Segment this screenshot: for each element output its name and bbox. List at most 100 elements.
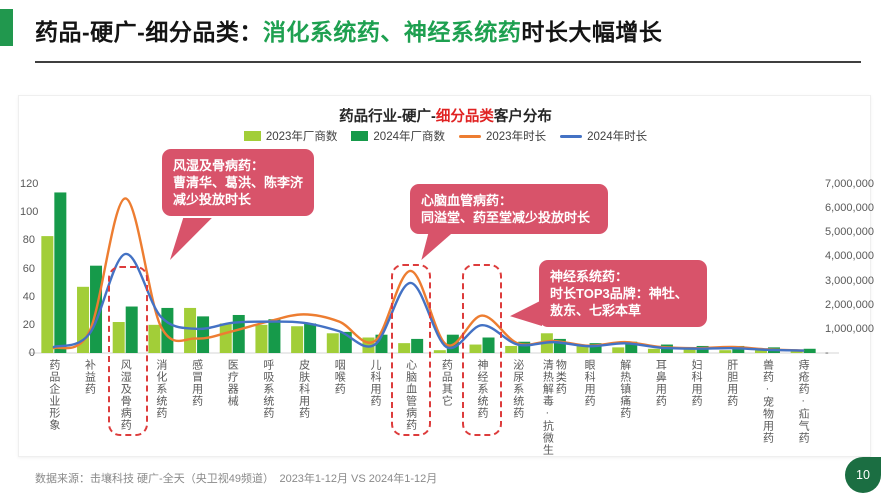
x-label-妇科用药: 妇科用药 <box>690 359 703 407</box>
bar-2023年厂商数-眼科用药 <box>576 345 589 353</box>
page-title: 药品-硬广-细分品类：消化系统药、神经系统药时长大幅增长 <box>35 13 662 47</box>
chart-title-highlight: 细分品类 <box>435 109 494 125</box>
left-tick-60: 60 <box>22 262 35 275</box>
x-label-心脑血管病药: 心脑血管病药 <box>404 359 417 431</box>
page-title-suffix: 时长大幅增长 <box>521 19 663 45</box>
x-label-痔疮药·疝气药: 痔疮药·疝气药 <box>797 359 810 444</box>
line-swatch-icon <box>560 134 583 138</box>
x-label-消化系统药: 消化系统药 <box>154 359 167 419</box>
x-label-感冒用药: 感冒用药 <box>190 359 203 407</box>
bar-2023年厂商数-药品其它 <box>433 350 446 353</box>
chart-title: 药品行业-硬广-细分品类客户分布 <box>19 105 872 126</box>
bar-2024年厂商数-医疗器械 <box>232 314 245 353</box>
chart-title-suffix: 客户分布 <box>493 109 552 125</box>
bar-2023年厂商数-泌尿系统药 <box>505 345 518 353</box>
bar-2024年厂商数-药品企业形象 <box>54 192 67 353</box>
left-tick-40: 40 <box>22 290 35 303</box>
left-tick-120: 120 <box>20 178 39 190</box>
x-label-眼科用药: 眼科用药 <box>583 359 596 407</box>
bar-2023年厂商数-肝胆用药 <box>719 350 732 353</box>
data-source-footer: 数据来源：击壤科技 硬广-全天（央卫视49频道） 2023年1-12月 VS 2… <box>35 473 438 485</box>
x-label-皮肤科用药: 皮肤科用药 <box>297 359 310 419</box>
dashed-highlight-cardiovascular <box>391 264 431 436</box>
x-label-补益药: 补益药 <box>83 359 96 395</box>
bar-2024年厂商数-泌尿系统药 <box>518 341 531 353</box>
x-label-神经系统药: 神经系统药 <box>476 359 489 419</box>
bar-2023年厂商数-兽药·宠物用药 <box>754 348 767 353</box>
bar-2023年厂商数-皮肤科用药 <box>291 326 304 353</box>
page-number: 10 <box>856 468 870 482</box>
legend-label: 2024年时长 <box>587 131 648 143</box>
bar-2023年厂商数-呼吸系统药 <box>255 324 268 353</box>
bar-swatch-icon <box>243 131 261 141</box>
right-tick-4,000,000: 4,000,000 <box>825 250 874 263</box>
left-tick-80: 80 <box>22 234 35 247</box>
bar-2024年厂商数-神经系统药 <box>482 337 495 353</box>
legend-label: 2023年厂商数 <box>265 131 338 143</box>
bar-2023年厂商数-感冒用药 <box>184 307 197 353</box>
bar-2024年厂商数-痔疮药·疝气药 <box>803 348 816 353</box>
x-label-药品企业形象: 药品企业形象 <box>47 359 60 431</box>
left-tick-0: 0 <box>28 347 35 359</box>
bar-2023年厂商数-医疗器械 <box>219 323 232 353</box>
bar-2023年厂商数-妇科用药 <box>683 348 696 353</box>
callout-cardiovascular: 心脑血管病药： 同溢堂、药至堂减少投放时长 <box>410 184 608 235</box>
bar-2024年厂商数-风湿及骨病药 <box>125 306 138 353</box>
right-tick-3,000,000: 3,000,000 <box>825 274 874 287</box>
legend-item-2024年厂商数: 2024年厂商数 <box>351 128 445 144</box>
legend-item-2023年厂商数: 2023年厂商数 <box>243 128 338 144</box>
legend-label: 2024年厂商数 <box>373 131 445 143</box>
x-label-儿科用药: 儿科用药 <box>368 359 381 407</box>
title-accent-bar <box>0 9 13 46</box>
bar-2023年厂商数-解热镇痛药 <box>612 347 625 353</box>
bar-2023年厂商数-心脑血管病药 <box>398 343 411 353</box>
x-label-耳鼻用药: 耳鼻用药 <box>654 359 667 407</box>
chart-legend: 2023年厂商数 2024年厂商数 2023年时长 2024年时长 <box>19 128 872 144</box>
bar-2023年厂商数-风湿及骨病药 <box>112 322 125 353</box>
line-swatch-icon <box>459 134 481 138</box>
legend-item-2024年时长: 2024年时长 <box>560 128 647 144</box>
bar-2023年厂商数-神经系统药 <box>469 344 482 353</box>
legend-item-2023年时长: 2023年时长 <box>459 128 546 144</box>
bar-2023年厂商数-消化系统药 <box>148 324 161 353</box>
x-label-风湿及骨病药: 风湿及骨病药 <box>119 359 132 431</box>
x-label-医疗器械: 医疗器械 <box>226 359 239 407</box>
dashed-highlight-nervous <box>462 264 502 436</box>
page-title-prefix: 药品-硬广-细分品类： <box>35 19 263 45</box>
bar-2023年厂商数-耳鼻用药 <box>647 348 660 353</box>
x-label-肝胆用药: 肝胆用药 <box>725 359 738 407</box>
bar-2024年厂商数-感冒用药 <box>197 316 210 353</box>
x-label-解热镇痛药: 解热镇痛药 <box>618 359 631 419</box>
bar-2024年厂商数-眼科用药 <box>589 343 602 353</box>
title-underline <box>35 61 861 63</box>
chart-title-prefix: 药品行业-硬广- <box>339 109 436 125</box>
x-label-咽喉药: 咽喉药 <box>333 359 346 395</box>
right-tick--: - <box>825 347 829 359</box>
x-label-清热解毒·抗微生物类药: 清热解毒·抗微生物类药 <box>541 359 567 456</box>
right-tick-5,000,000: 5,000,000 <box>825 226 874 239</box>
right-tick-6,000,000: 6,000,000 <box>825 202 874 215</box>
bar-2023年厂商数-药品企业形象 <box>41 236 54 353</box>
x-label-药品其它: 药品其它 <box>440 359 453 407</box>
left-tick-20: 20 <box>22 318 35 331</box>
dashed-highlight-rheumatic <box>108 266 148 436</box>
bar-2024年厂商数-心脑血管病药 <box>411 338 424 353</box>
combo-chart-plot <box>28 192 839 354</box>
bar-2024年厂商数-解热镇痛药 <box>625 341 638 353</box>
x-label-泌尿系统药: 泌尿系统药 <box>511 359 524 419</box>
legend-label: 2023年时长 <box>486 131 547 143</box>
callout-rheumatic: 风湿及骨病药： 曹清华、葛洪、陈李济 减少投放时长 <box>162 149 314 217</box>
bar-2024年厂商数-呼吸系统药 <box>268 319 281 353</box>
line-2024年时长 <box>52 252 805 352</box>
bar-swatch-icon <box>351 131 369 141</box>
bar-2024年厂商数-皮肤科用药 <box>304 323 317 353</box>
left-tick-100: 100 <box>20 206 39 219</box>
right-tick-7,000,000: 7,000,000 <box>825 178 874 190</box>
callout-nervous: 神经系统药： 时长TOP3品牌：神牡、 敖东、七彩本草 <box>539 260 707 328</box>
x-label-兽药·宠物用药: 兽药·宠物用药 <box>761 359 774 444</box>
bar-2023年厂商数-咽喉药 <box>326 333 339 353</box>
right-tick-2,000,000: 2,000,000 <box>825 298 874 311</box>
page-title-highlight: 消化系统药、神经系统药 <box>262 19 522 45</box>
page-number-badge: 10 <box>845 457 881 493</box>
right-tick-1,000,000: 1,000,000 <box>825 322 874 335</box>
